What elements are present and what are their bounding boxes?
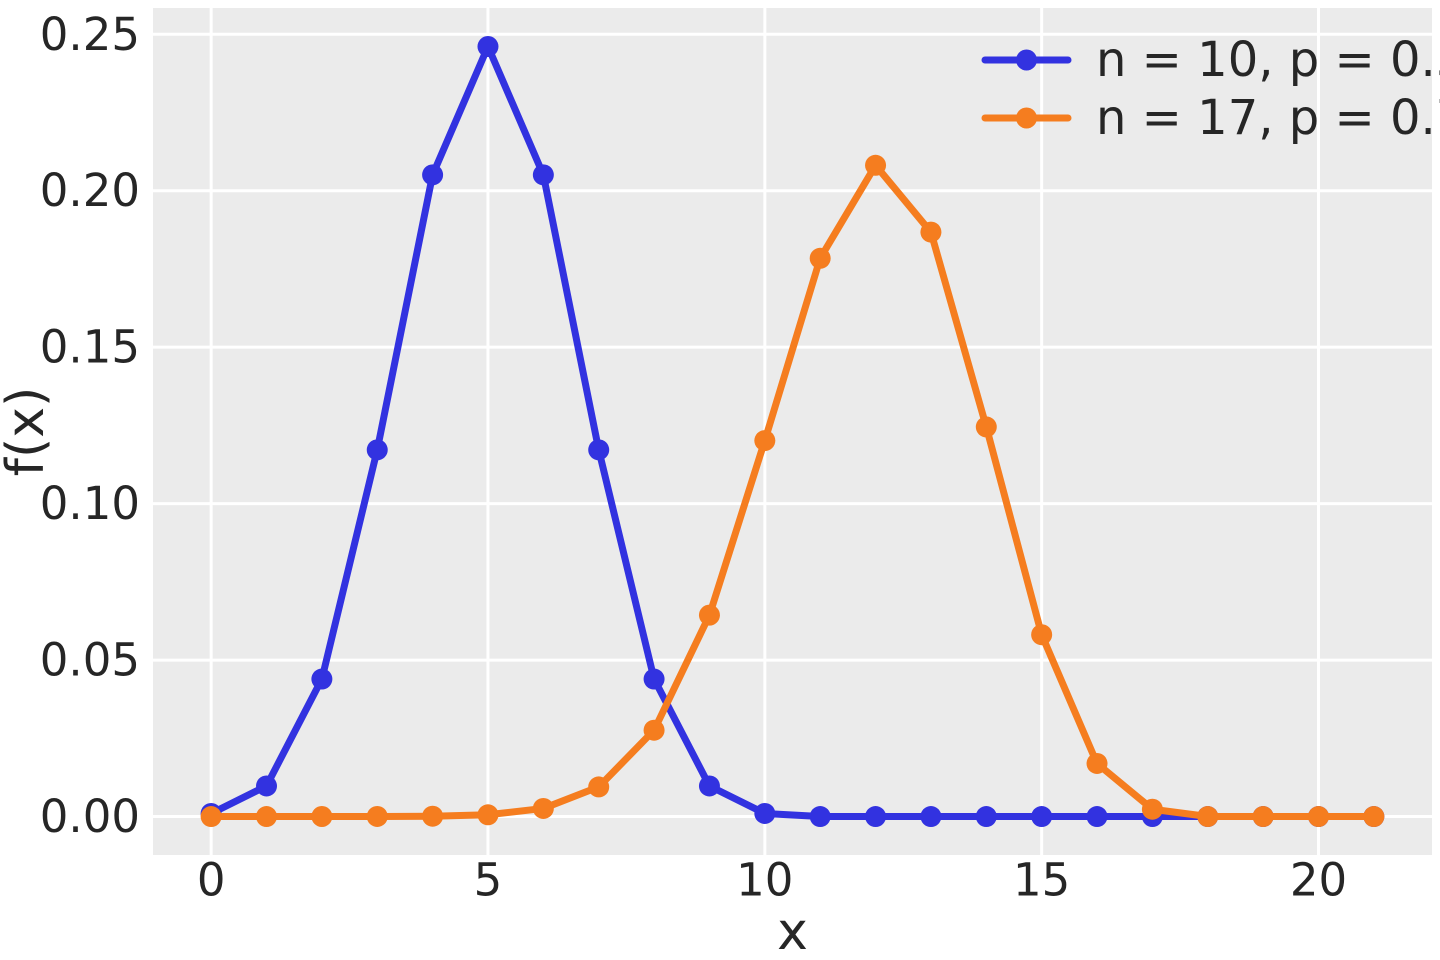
- data-point-marker: [1141, 798, 1163, 820]
- data-point-marker: [754, 802, 776, 824]
- data-point-marker: [1307, 806, 1329, 828]
- x-tick-label: 5: [474, 854, 503, 907]
- data-point-marker: [366, 805, 388, 827]
- series-line-0: [207, 43, 1378, 821]
- x-tick-labels: 0 5 10 15 20: [197, 854, 1347, 907]
- data-point-marker: [1031, 806, 1053, 828]
- x-tick-label: 15: [1013, 854, 1070, 907]
- y-tick-label: 0.20: [40, 164, 140, 217]
- data-point-marker: [366, 439, 388, 461]
- data-point-marker: [754, 430, 776, 452]
- y-tick-label: 0.10: [40, 477, 140, 530]
- y-axis-label: f(x): [0, 387, 56, 477]
- data-point-marker: [865, 154, 887, 176]
- data-point-marker: [532, 797, 554, 819]
- data-point-marker: [311, 668, 333, 690]
- data-point-marker: [865, 806, 887, 828]
- data-point-marker: [422, 164, 444, 186]
- data-point-marker: [975, 416, 997, 438]
- data-point-marker: [1252, 806, 1274, 828]
- data-point-marker: [643, 719, 665, 741]
- legend-marker: [1016, 107, 1037, 129]
- legend-entry-1: n = 17, p = 0.7: [981, 90, 1440, 146]
- legend-label: n = 10, p = 0.5: [1096, 32, 1440, 88]
- data-point-marker: [920, 806, 942, 828]
- data-point-marker: [1086, 752, 1108, 774]
- data-point-marker: [200, 806, 222, 828]
- y-tick-label: 0.25: [40, 8, 140, 61]
- y-tick-label: 0.00: [40, 790, 140, 843]
- data-point-marker: [698, 604, 720, 626]
- data-point-marker: [532, 164, 554, 186]
- x-tick-label: 0: [197, 854, 226, 907]
- data-point-marker: [588, 776, 610, 798]
- data-point-marker: [477, 36, 499, 58]
- legend: n = 10, p = 0.5n = 17, p = 0.7: [981, 32, 1440, 146]
- data-point-marker: [311, 806, 333, 828]
- data-point-marker: [809, 247, 831, 269]
- legend-marker: [1016, 49, 1037, 71]
- series-1: [200, 154, 1385, 828]
- legend-label: n = 17, p = 0.7: [1096, 90, 1440, 146]
- data-point-marker: [588, 439, 610, 461]
- legend-entry-0: n = 10, p = 0.5: [981, 32, 1440, 88]
- data-point-marker: [1363, 806, 1385, 828]
- data-point-marker: [1031, 624, 1053, 646]
- data-point-marker: [698, 775, 720, 797]
- data-point-marker: [809, 806, 831, 828]
- data-point-marker: [256, 806, 278, 828]
- data-point-marker: [1086, 806, 1108, 828]
- y-tick-label: 0.15: [40, 321, 140, 374]
- plot-area: [153, 8, 1432, 855]
- y-tick-label: 0.05: [40, 634, 140, 687]
- data-point-marker: [975, 806, 997, 828]
- y-tick-labels: 0.00 0.05 0.10 0.15 0.20 0.25: [40, 8, 140, 843]
- data-point-marker: [643, 668, 665, 690]
- data-point-marker: [920, 221, 942, 243]
- data-point-marker: [477, 804, 499, 826]
- data-point-marker: [1197, 806, 1219, 828]
- series-line-1: [207, 161, 1378, 821]
- x-axis-label: x: [777, 902, 808, 960]
- data-point-marker: [422, 805, 444, 827]
- x-tick-label: 10: [736, 854, 793, 907]
- data-point-marker: [256, 775, 278, 797]
- x-tick-label: 20: [1290, 854, 1347, 907]
